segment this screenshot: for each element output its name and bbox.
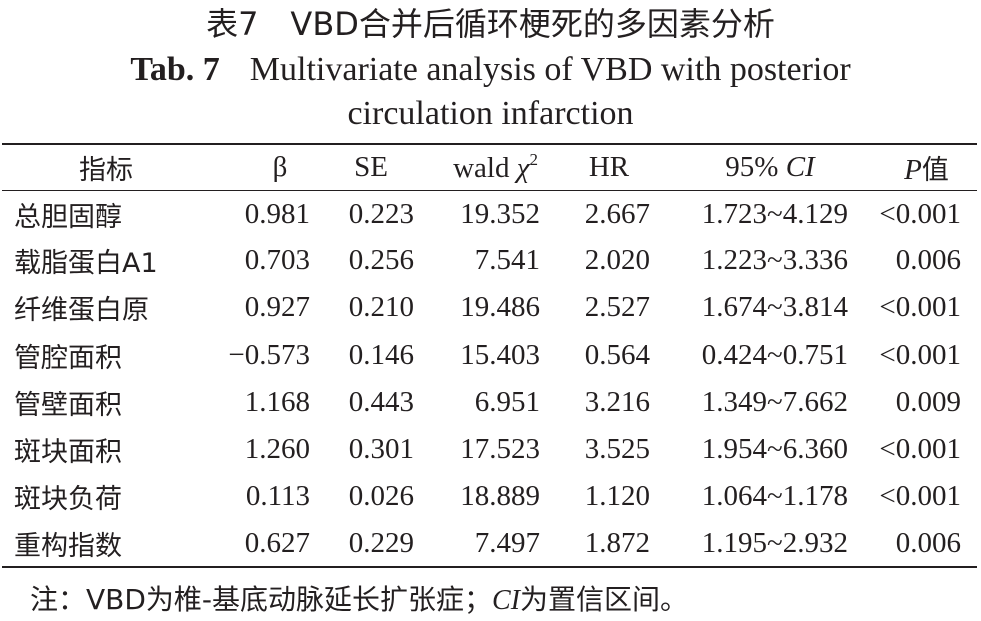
row-ci: 1.674~3.814 bbox=[701, 291, 848, 324]
table-row: 斑块面积 1.260 0.301 17.523 3.525 1.954~6.36… bbox=[2, 426, 977, 473]
table-title-line-1: Multivariate analysis of VBD with poster… bbox=[249, 51, 851, 88]
row-ci: 1.064~1.178 bbox=[701, 480, 848, 513]
row-beta: 1.168 bbox=[244, 385, 310, 418]
header-p-italic: P bbox=[904, 154, 922, 186]
row-se: 0.443 bbox=[348, 385, 414, 418]
row-indicator: 重构指数 bbox=[14, 531, 122, 563]
row-indicator: 总胆固醇 bbox=[14, 202, 122, 234]
multivariate-analysis-table: 指标 β SE wald χ2 HR 95% CI P值 总胆固醇 0.981 … bbox=[2, 145, 977, 568]
row-p: 0.009 bbox=[895, 385, 961, 418]
row-hr: 1.872 bbox=[584, 527, 650, 560]
row-ci: 1.954~6.360 bbox=[701, 433, 848, 466]
row-beta: 0.927 bbox=[244, 291, 310, 324]
row-wald: 17.523 bbox=[460, 433, 540, 466]
row-p: <0.001 bbox=[879, 338, 961, 371]
row-indicator: 管腔面积 bbox=[14, 342, 122, 374]
table-row: 重构指数 0.627 0.229 7.497 1.872 1.195~2.932… bbox=[2, 520, 977, 567]
row-p: <0.001 bbox=[879, 433, 961, 466]
row-se: 0.223 bbox=[348, 198, 414, 231]
table-bottom-rule bbox=[2, 566, 977, 568]
header-ci: 95% CI bbox=[650, 145, 848, 190]
footnote-prefix: 注：VBD为椎-基底动脉延长扩张症； bbox=[30, 583, 493, 616]
table-header-rule bbox=[2, 190, 977, 191]
header-ci-prefix: 95% bbox=[725, 151, 786, 183]
table-row: 总胆固醇 0.981 0.223 19.352 2.667 1.723~4.12… bbox=[2, 190, 977, 237]
row-beta: 0.981 bbox=[244, 198, 310, 231]
table-row: 管腔面积 −0.573 0.146 15.403 0.564 0.424~0.7… bbox=[2, 332, 977, 379]
table-title-english: Tab. 7 Multivariate analysis of VBD with … bbox=[0, 48, 981, 136]
row-beta: 0.627 bbox=[244, 527, 310, 560]
header-wald-text: wald bbox=[453, 152, 517, 184]
row-beta: 1.260 bbox=[244, 433, 310, 466]
row-wald: 6.951 bbox=[474, 385, 540, 418]
row-se: 0.210 bbox=[348, 291, 414, 324]
header-ci-italic: CI bbox=[785, 151, 815, 183]
row-beta: −0.573 bbox=[228, 338, 310, 371]
row-se: 0.256 bbox=[348, 244, 414, 277]
row-beta: 0.703 bbox=[244, 244, 310, 277]
row-hr: 3.216 bbox=[584, 385, 650, 418]
row-ci: 1.723~4.129 bbox=[701, 198, 848, 231]
row-hr: 1.120 bbox=[584, 480, 650, 513]
row-indicator: 载脂蛋白A1 bbox=[14, 248, 158, 280]
row-hr: 2.527 bbox=[584, 291, 650, 324]
row-ci: 0.424~0.751 bbox=[701, 338, 848, 371]
row-wald: 19.486 bbox=[460, 291, 540, 324]
row-p: 0.006 bbox=[895, 244, 961, 277]
row-wald: 15.403 bbox=[460, 338, 540, 371]
row-indicator: 纤维蛋白原 bbox=[14, 295, 149, 327]
row-hr: 3.525 bbox=[584, 433, 650, 466]
row-se: 0.026 bbox=[348, 480, 414, 513]
table-top-rule bbox=[2, 143, 977, 145]
row-se: 0.301 bbox=[348, 433, 414, 466]
header-p-value: P值 bbox=[848, 145, 977, 190]
table-title-chinese: 表7 VBD合并后循环梗死的多因素分析 bbox=[206, 5, 775, 43]
row-indicator: 斑块面积 bbox=[14, 437, 122, 469]
row-hr: 2.020 bbox=[584, 244, 650, 277]
header-beta: β bbox=[272, 151, 288, 183]
row-wald: 7.497 bbox=[474, 527, 540, 560]
table-footnote: 注：VBD为椎-基底动脉延长扩张症；CI为置信区间。 bbox=[30, 580, 688, 621]
header-hr: HR bbox=[588, 151, 630, 183]
row-wald: 18.889 bbox=[460, 480, 540, 513]
header-wald-chi: χ bbox=[516, 152, 530, 184]
footnote-ci-italic: CI bbox=[492, 585, 521, 616]
row-wald: 7.541 bbox=[474, 244, 540, 277]
row-indicator: 斑块负荷 bbox=[14, 484, 122, 516]
header-wald-superscript: 2 bbox=[529, 150, 539, 169]
row-p: <0.001 bbox=[879, 480, 961, 513]
table-row: 管壁面积 1.168 0.443 6.951 3.216 1.349~7.662… bbox=[2, 379, 977, 426]
footnote-suffix: 为置信区间。 bbox=[520, 583, 689, 616]
table-row: 载脂蛋白A1 0.703 0.256 7.541 2.020 1.223~3.3… bbox=[2, 237, 977, 284]
row-wald: 19.352 bbox=[460, 198, 540, 231]
table-header-row: 指标 β SE wald χ2 HR 95% CI P值 bbox=[2, 145, 977, 190]
row-ci: 1.349~7.662 bbox=[701, 385, 848, 418]
header-se: SE bbox=[354, 151, 388, 183]
header-wald: wald χ2 bbox=[414, 145, 540, 190]
row-p: 0.006 bbox=[895, 527, 961, 560]
row-p: <0.001 bbox=[879, 198, 961, 231]
row-ci: 1.195~2.932 bbox=[701, 527, 848, 560]
table-row: 斑块负荷 0.113 0.026 18.889 1.120 1.064~1.17… bbox=[2, 473, 977, 520]
header-p-cn: 值 bbox=[921, 155, 949, 186]
row-se: 0.146 bbox=[348, 338, 414, 371]
row-hr: 0.564 bbox=[584, 338, 650, 371]
row-se: 0.229 bbox=[348, 527, 414, 560]
header-indicator: 指标 bbox=[79, 155, 133, 186]
row-ci: 1.223~3.336 bbox=[701, 244, 848, 277]
row-p: <0.001 bbox=[879, 291, 961, 324]
table-row: 纤维蛋白原 0.927 0.210 19.486 2.527 1.674~3.8… bbox=[2, 284, 977, 331]
row-indicator: 管壁面积 bbox=[14, 389, 122, 421]
table-title-line-2: circulation infarction bbox=[347, 95, 634, 132]
row-hr: 2.667 bbox=[584, 198, 650, 231]
row-beta: 0.113 bbox=[245, 480, 310, 513]
table-label: Tab. 7 bbox=[130, 51, 220, 88]
